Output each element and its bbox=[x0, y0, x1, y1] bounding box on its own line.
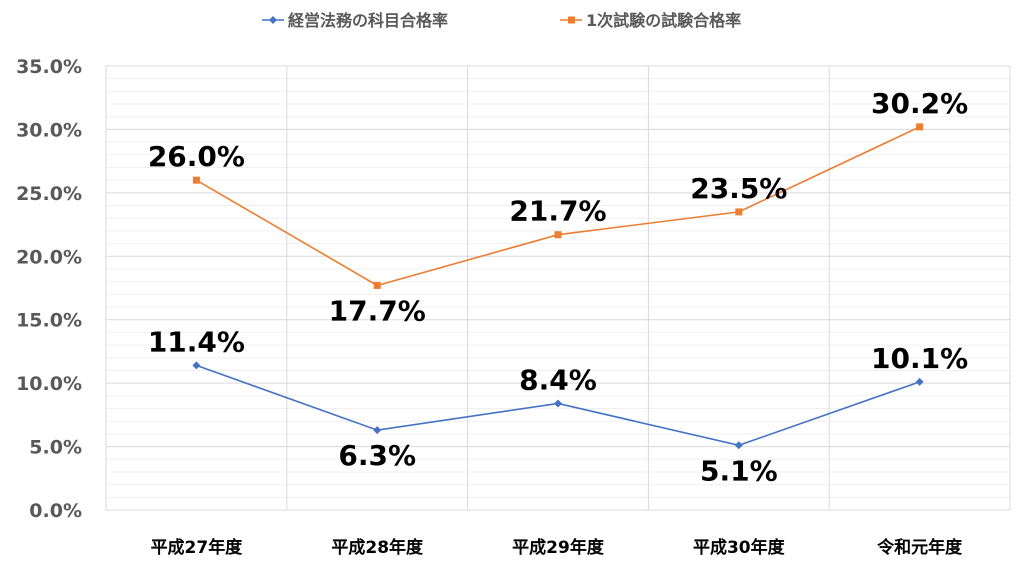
data-label: 30.2% bbox=[871, 87, 968, 120]
y-axis-ticks: 0.0% 5.0% 10.0% 15.0% 20.0% 25.0% 30.0% 35.0% bbox=[16, 56, 82, 522]
data-point-marker bbox=[735, 208, 743, 216]
legend-label: 1次試験の試験合格率 bbox=[586, 11, 741, 30]
y-tick-label: 20.0% bbox=[16, 246, 82, 268]
data-label: 10.1% bbox=[871, 342, 968, 375]
x-tick-label: 令和元年度 bbox=[877, 537, 963, 558]
data-label: 21.7% bbox=[509, 195, 606, 228]
data-label: 26.0% bbox=[148, 140, 245, 173]
x-tick-label: 平成27年度 bbox=[151, 537, 244, 558]
data-point-marker bbox=[916, 123, 924, 131]
x-axis-ticks: 平成27年度 平成28年度 平成29年度 平成30年度 令和元年度 bbox=[151, 537, 964, 558]
data-point-marker bbox=[373, 281, 381, 289]
y-tick-label: 0.0% bbox=[29, 500, 82, 522]
legend-item: 1次試験の試験合格率 bbox=[560, 11, 741, 30]
y-tick-label: 30.0% bbox=[16, 119, 82, 141]
y-tick-label: 10.0% bbox=[16, 373, 82, 395]
x-tick-label: 平成29年度 bbox=[512, 537, 605, 558]
data-label: 23.5% bbox=[690, 172, 787, 205]
data-point-marker bbox=[192, 361, 201, 370]
legend-item: 経営法務の科目合格率 bbox=[262, 11, 448, 30]
legend-label: 経営法務の科目合格率 bbox=[288, 11, 448, 30]
x-tick-label: 平成28年度 bbox=[331, 537, 424, 558]
legend: 経営法務の科目合格率 1次試験の試験合格率 bbox=[262, 11, 741, 30]
data-point-marker bbox=[373, 426, 382, 435]
data-label: 8.4% bbox=[519, 363, 597, 396]
series-layer bbox=[192, 123, 924, 450]
data-point-marker bbox=[915, 377, 924, 386]
y-tick-label: 35.0% bbox=[16, 56, 82, 78]
data-label: 11.4% bbox=[148, 325, 245, 358]
legend-marker bbox=[568, 16, 575, 24]
y-tick-label: 25.0% bbox=[16, 183, 82, 205]
data-point-marker bbox=[554, 231, 562, 239]
vertical-gridlines bbox=[105, 66, 1011, 510]
data-label: 5.1% bbox=[700, 454, 778, 487]
data-label: 6.3% bbox=[338, 439, 416, 472]
y-tick-label: 15.0% bbox=[16, 310, 82, 332]
data-point-marker bbox=[554, 399, 562, 408]
data-labels: 11.4% 6.3% 8.4% 5.1% 10.1% 26.0% 17.7% 21.7% 23.… bbox=[148, 87, 968, 487]
legend-marker bbox=[269, 16, 277, 24]
y-tick-label: 5.0% bbox=[29, 437, 82, 459]
data-point-marker bbox=[734, 441, 743, 450]
data-point-marker bbox=[192, 176, 200, 184]
major-gridlines bbox=[106, 65, 1010, 511]
x-tick-label: 平成30年度 bbox=[693, 537, 786, 558]
data-label: 17.7% bbox=[329, 294, 426, 327]
